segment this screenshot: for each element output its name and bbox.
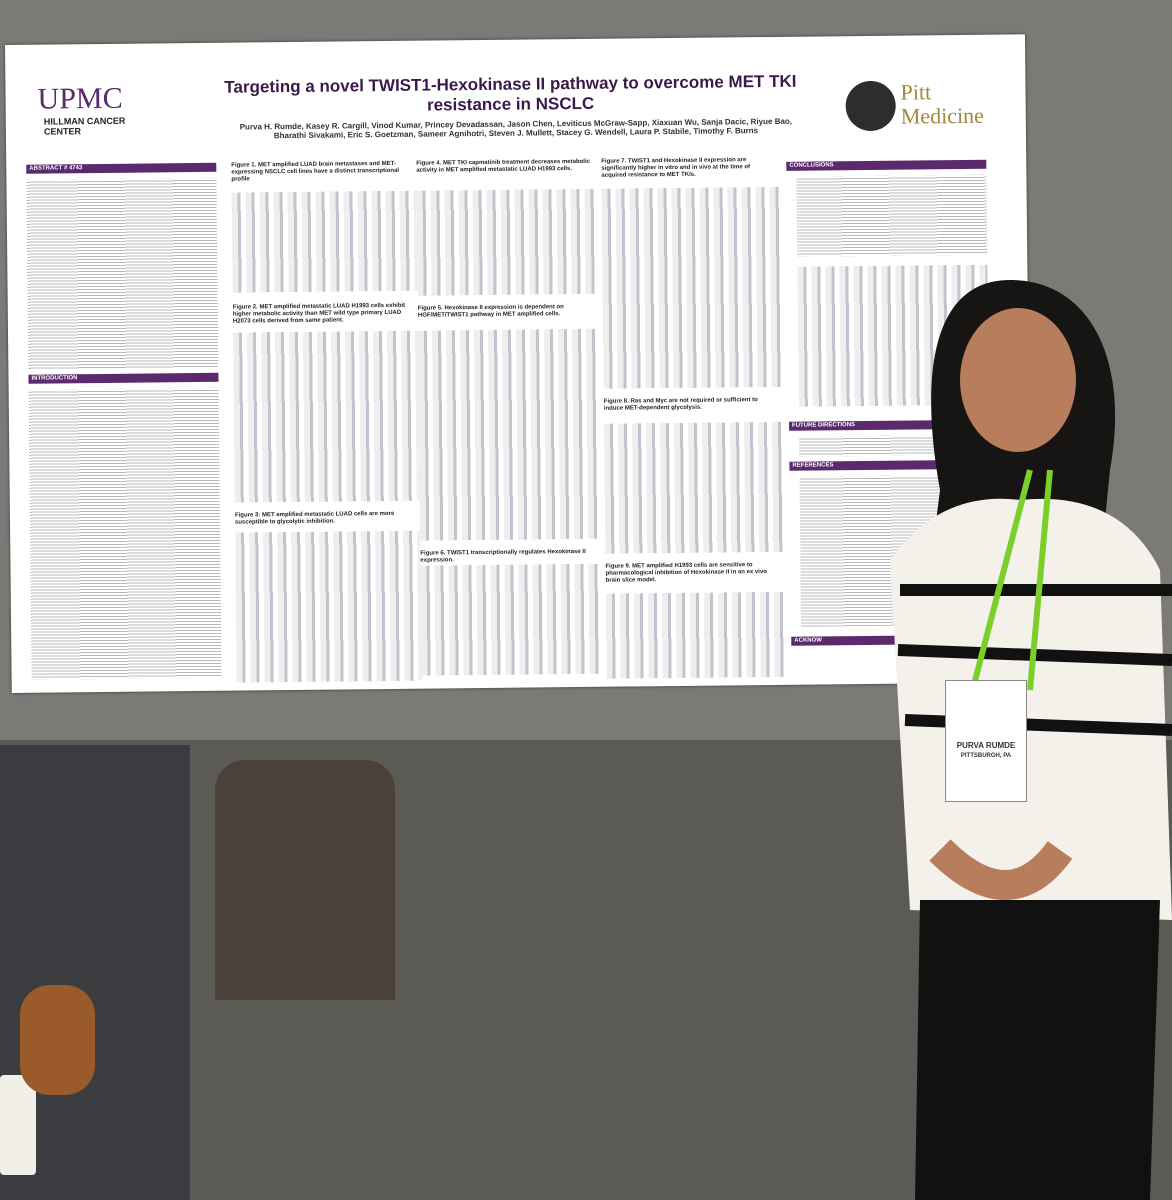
badge: PURVA RUMDE PITTSBURGH, PA [945,680,1027,802]
logo-right: Pitt Medicine [900,79,985,129]
bag [20,985,95,1095]
badge-city: PITTSBURGH, PA [960,753,1012,759]
coffee-cup [0,1075,36,1175]
figure-caption: Figure 5. Hexokinase II expression is de… [417,303,592,320]
body-text [28,387,222,680]
section-header: CONCLUSIONS [786,159,987,171]
figure-caption: Figure 9. MET amplified H1993 cells are … [605,561,780,585]
figure-caption: Figure 1. MET amplified LUAD brain metas… [231,160,411,184]
body-text [26,177,219,370]
figure-panel [416,188,598,296]
authors: Purva H. Rumde, Kasey R. Cargill, Vinod … [239,116,793,141]
figure-caption: Figure 2. MET amplified metastatic LUAD … [232,302,412,326]
figure-panel [231,190,418,293]
seated-person [215,760,395,1000]
figure-panel [605,591,787,679]
figure-caption: Figure 3: MET amplified metastatic LUAD … [234,510,415,527]
figure-panel [603,421,786,554]
figure-caption: Figure 8. Ras and Myc are not required o… [603,396,778,413]
badge-name: PURVA RUMDE [956,741,1016,750]
logo-left: UPMC [37,81,123,116]
figure-panel [601,186,784,389]
figure-caption: Figure 4. MET TKI capmatinib treatment d… [416,158,591,175]
figure-panel [235,530,422,683]
section-header: INTRODUCTION [28,372,219,384]
figure-panel [418,328,601,541]
presenter [890,280,1172,1200]
seal [845,80,896,132]
figure-caption: Figure 6. TWIST1 transcriptionally regul… [420,548,595,565]
body-text [796,174,988,257]
figure-caption: Figure 7. TWIST1 and Hexokinase II expre… [601,156,776,180]
poster-title: Targeting a novel TWIST1-Hexokinase II p… [224,71,797,115]
logo-left-sub: HILLMAN CANCER CENTER [43,115,126,137]
figure-panel [420,563,602,676]
section-header: ABSTRACT # 4743 [26,162,217,174]
figure-panel [233,330,420,503]
